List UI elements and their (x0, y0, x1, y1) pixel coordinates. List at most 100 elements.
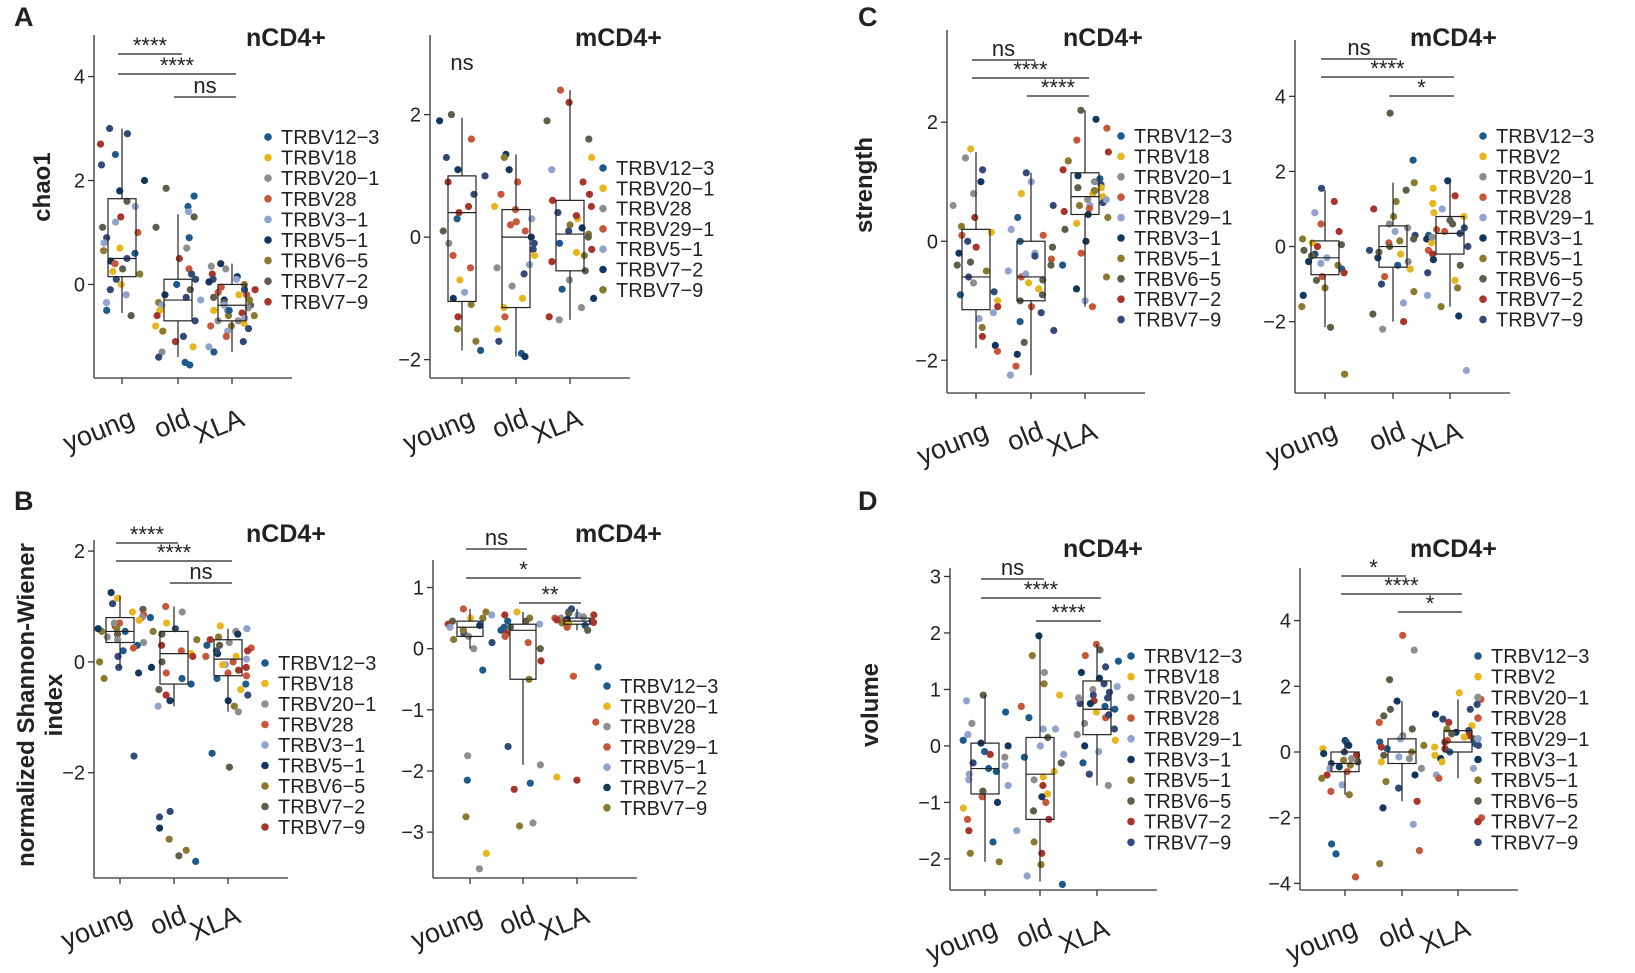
data-point (1454, 284, 1462, 292)
data-point (1317, 220, 1325, 228)
data-point (1029, 807, 1038, 815)
legend-label: TRBV29−1 (1134, 208, 1232, 230)
data-point (1410, 235, 1418, 243)
legend-label: TRBV20−1 (1496, 167, 1594, 189)
data-point (453, 325, 462, 333)
legend-label: TRBV6−5 (1491, 791, 1578, 813)
data-point (193, 636, 201, 644)
data-point (501, 313, 509, 321)
data-point (1383, 745, 1391, 753)
points-c-mcd4-xla (1423, 177, 1472, 375)
significance-label: ns (1347, 35, 1370, 60)
data-point (250, 312, 258, 320)
data-point (505, 166, 513, 174)
data-point (171, 338, 180, 346)
data-point (529, 819, 537, 827)
data-point (592, 718, 600, 726)
data-point (184, 202, 192, 211)
data-point (106, 124, 114, 133)
legend-label: TRBV20−1 (278, 694, 376, 716)
legend-swatch (1474, 776, 1482, 784)
legend-label: TRBV3−1 (1144, 750, 1231, 772)
title-c-ncd4: nCD4+ (1063, 24, 1143, 52)
legend-label: TRBV18 (278, 674, 354, 696)
data-point (103, 633, 111, 641)
data-point (159, 327, 167, 335)
data-point (1042, 798, 1050, 807)
data-point (210, 306, 218, 314)
data-point (449, 294, 457, 302)
significance-label: **** (1370, 56, 1405, 81)
data-point (113, 625, 121, 633)
data-point (439, 227, 447, 235)
data-point (528, 215, 536, 223)
data-point (1410, 646, 1418, 654)
data-point (963, 815, 972, 824)
legend-label: TRBV12−3 (1496, 126, 1594, 148)
title-d-mcd4: mCD4+ (1410, 535, 1497, 563)
data-point (1402, 186, 1410, 194)
legend-label: TRBV28 (1491, 708, 1567, 730)
legend-swatch (603, 682, 611, 690)
data-point (1039, 781, 1047, 790)
y-tick-label: 2 (410, 105, 421, 127)
legend-swatch (1117, 275, 1125, 283)
data-point (1028, 652, 1036, 660)
data-point (107, 589, 115, 597)
data-point (1014, 213, 1022, 222)
data-point (1377, 743, 1385, 751)
legend-swatch (1474, 714, 1482, 722)
box-young (107, 198, 137, 278)
data-point (1049, 201, 1057, 210)
data-point (1410, 179, 1418, 187)
data-point (1431, 710, 1440, 718)
data-point (214, 633, 223, 641)
data-point (1340, 269, 1348, 277)
legend-label: TRBV18 (281, 148, 357, 170)
data-point (1104, 213, 1112, 222)
x-category-xla: XLA (1043, 416, 1102, 463)
data-point (504, 617, 512, 625)
y-tick-label: 0 (1275, 237, 1286, 259)
legend-a-mcd4: TRBV12−3TRBV20−1TRBV28TRBV29−1TRBV5−1TRB… (599, 158, 714, 302)
x-category-xla: XLA (535, 900, 594, 947)
data-point (459, 605, 467, 613)
legend-swatch (1474, 735, 1482, 743)
data-point (1429, 184, 1437, 192)
data-point (482, 849, 490, 858)
data-point (1074, 172, 1082, 180)
data-point (495, 337, 503, 345)
data-point (1438, 205, 1446, 213)
data-point (587, 202, 596, 211)
box-xla (1082, 680, 1112, 736)
data-point (1096, 646, 1104, 654)
data-point (1423, 291, 1432, 299)
data-point (1449, 220, 1457, 228)
box-old (509, 623, 537, 680)
data-point (1039, 773, 1047, 781)
points-d-ncd4-xla (1073, 640, 1122, 790)
y-tick-label: −2 (398, 350, 421, 372)
legend-swatch (1127, 838, 1135, 847)
data-point (479, 614, 487, 622)
significance-label: **** (130, 522, 165, 547)
legend-swatch (1127, 735, 1135, 743)
data-point (166, 697, 174, 705)
data-point (136, 270, 144, 278)
data-point (232, 652, 240, 661)
data-point (129, 644, 137, 652)
data-point (1429, 256, 1437, 264)
significance-label: **** (157, 540, 192, 565)
y-tick-label: 0 (927, 231, 938, 253)
x-category-xla: XLA (528, 403, 587, 450)
box-old (1016, 240, 1046, 302)
data-point (242, 655, 251, 663)
data-point (156, 824, 164, 832)
legend-label: TRBV7−9 (1144, 832, 1231, 854)
data-point (481, 172, 489, 180)
y-tick-label: 2 (930, 623, 941, 645)
data-point (964, 731, 972, 739)
data-point (131, 249, 139, 257)
data-point (584, 233, 592, 241)
data-point (1455, 312, 1463, 320)
